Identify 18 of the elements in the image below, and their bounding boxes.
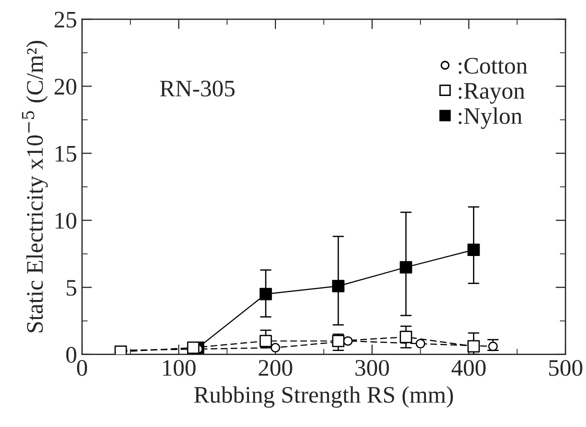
x-tick-label: 0: [77, 360, 88, 376]
x-axis-title: Rubbing Strength RS (mm): [194, 386, 453, 408]
x-tick-label: 100: [163, 360, 196, 376]
y-tick-label: 15: [56, 146, 76, 162]
y-axis-title: Static Electricity x10$^{−5}$ (C/m²): [22, 40, 48, 332]
x-tick-label: 500: [549, 360, 582, 376]
y-tick-label: 0: [66, 346, 76, 363]
y-tick-label: 20: [54, 78, 76, 95]
y-tick-label: 25: [54, 12, 76, 28]
x-tick-label: 200: [258, 360, 292, 376]
annotation: RN-305: [160, 80, 235, 97]
x-tick-label: 400: [452, 360, 486, 376]
y-tick-label: 10: [56, 212, 76, 229]
legend-label: :Cotton: [458, 58, 528, 74]
legend-label: :Nylon: [458, 107, 522, 129]
x-tick-label: 300: [356, 360, 389, 376]
y-tick-label: 5: [66, 280, 76, 296]
legend-label: :Rayon: [458, 83, 525, 104]
